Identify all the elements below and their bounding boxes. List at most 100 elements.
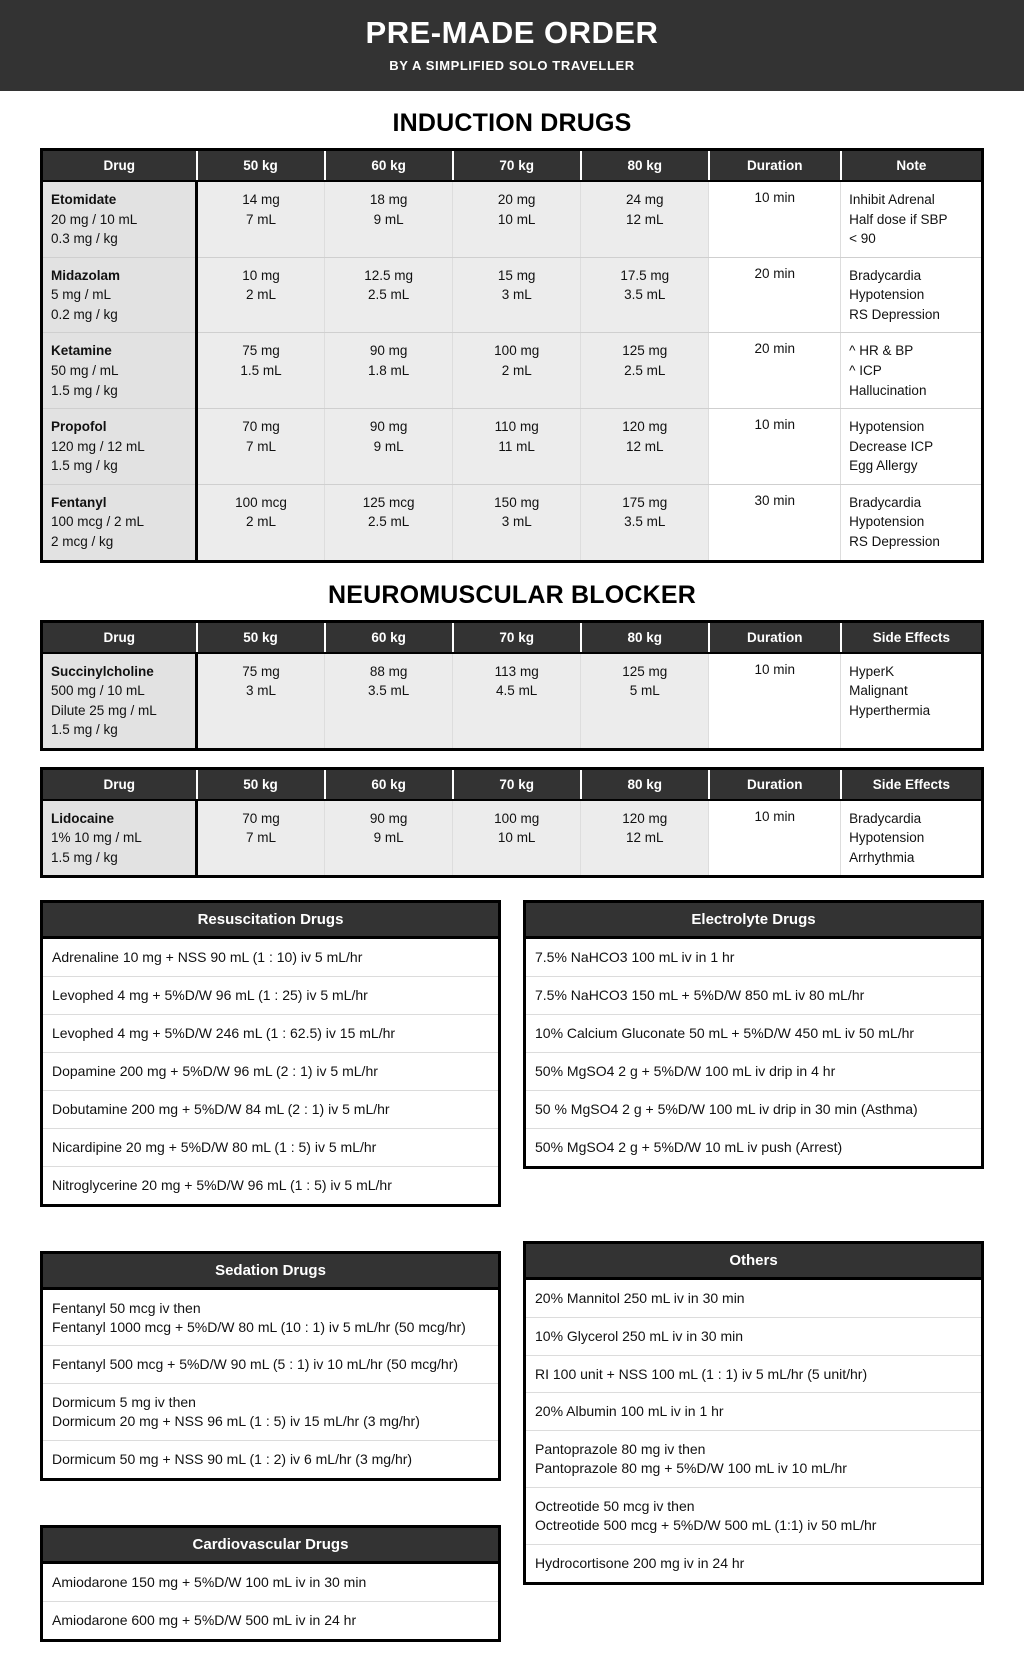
column-header-50kg: 50 kg: [196, 769, 326, 801]
dose-50kg: 14 mg 7 mL: [196, 181, 326, 258]
dose-80kg: 17.5 mg 3.5 mL: [580, 257, 710, 334]
column-header-80kg: 80 kg: [580, 769, 710, 801]
list-item: Adrenaline 10 mg + NSS 90 mL (1 : 10) iv…: [43, 939, 498, 978]
dose-70kg: 150 mg 3 mL: [452, 484, 582, 560]
list-item: Fentanyl 500 mcg + 5%D/W 90 mL (5 : 1) i…: [43, 1346, 498, 1385]
column-header-60kg: 60 kg: [324, 622, 454, 654]
drug-name: Midazolam: [51, 267, 121, 283]
drug-concentration: 100 mcg / 2 mL: [51, 514, 145, 530]
side-effects-cell: HyperK Malignant Hyperthermia: [840, 652, 981, 748]
list-item: Dormicum 50 mg + NSS 90 mL (1 : 2) iv 6 …: [52, 1451, 413, 1468]
column-header-60kg: 60 kg: [324, 151, 454, 183]
list-item: Levophed 4 mg + 5%D/W 96 mL (1 : 25) iv …: [43, 977, 498, 1016]
duration-cell: 10 min: [708, 181, 842, 258]
list-item: Levophed 4 mg + 5%D/W 246 mL (1 : 62.5) …: [43, 1015, 498, 1054]
duration-cell: 10 min: [708, 408, 842, 485]
dose-70kg: 110 mg 11 mL: [452, 408, 582, 485]
dose-50kg: 70 mg 7 mL: [196, 408, 326, 485]
drug-cell: Midazolam 5 mg / mL 0.2 mg / kg: [43, 257, 198, 334]
list-item: Octreotide 50 mcg iv then Octreotide 500…: [526, 1488, 981, 1545]
list-item: 50 % MgSO4 2 g + 5%D/W 100 mL iv drip in…: [526, 1091, 981, 1129]
column-header-50kg: 50 kg: [196, 151, 326, 183]
list-item: Pantoprazole 80 mg iv then Pantoprazole …: [526, 1431, 981, 1489]
dose-60kg: 18 mg 9 mL: [324, 181, 454, 258]
panel-title-resuscitation: Resuscitation Drugs: [43, 903, 498, 940]
drug-concentration: 1% 10 mg / mL: [51, 830, 142, 846]
drug-dose-per-kg: 1.5 mg / kg: [51, 722, 118, 738]
panel-resuscitation-drugs: Resuscitation Drugs Adrenaline 10 mg + N…: [40, 900, 501, 1207]
drug-panels-area: Resuscitation Drugs Adrenaline 10 mg + N…: [40, 900, 984, 1663]
duration-cell: 10 min: [708, 652, 842, 748]
lidocaine-table: Drug 50 kg 60 kg 70 kg 80 kg Duration Si…: [43, 769, 981, 876]
dose-50kg: 10 mg 2 mL: [196, 257, 326, 334]
list-item: Dormicum 5 mg iv then Dormicum 20 mg + N…: [43, 1384, 498, 1442]
column-header-50kg: 50 kg: [196, 622, 326, 654]
section-title-induction: INDUCTION DRUGS: [392, 109, 632, 138]
list-item: Amiodarone 150 mg + 5%D/W 100 mL iv in 3…: [43, 1564, 498, 1602]
note-cell: Inhibit Adrenal Half dose if SBP < 90: [840, 181, 981, 258]
panel-sedation-drugs: Sedation Drugs Fentanyl 50 mcg iv then F…: [40, 1250, 501, 1482]
dose-80kg: 125 mg 5 mL: [580, 652, 710, 748]
dose-50kg: 75 mg 1.5 mL: [196, 332, 326, 410]
list-item: 20% Albumin 100 mL iv in 1 hr: [526, 1393, 981, 1432]
table-row: Lidocaine 1% 10 mg / mL 1.5 mg / kg 70 m…: [43, 799, 981, 876]
page-title: PRE-MADE ORDER: [365, 15, 659, 50]
dose-80kg: 175 mg 3.5 mL: [580, 484, 710, 560]
list-item: Dobutamine 200 mg + 5%D/W 84 mL (2 : 1) …: [43, 1091, 498, 1129]
column-header-duration: Duration: [708, 769, 842, 801]
section-title-nmb: NEUROMUSCULAR BLOCKER: [327, 580, 697, 609]
dose-60kg: 125 mcg 2.5 mL: [324, 484, 454, 560]
list-item: Fentanyl 50 mcg iv then Fentanyl 1000 mc…: [43, 1290, 498, 1347]
list-item: Nitroglycerine 20 mg + 5%D/W 96 mL (1 : …: [52, 1176, 392, 1193]
induction-drugs-table: Drug 50 kg 60 kg 70 kg 80 kg Duration No…: [43, 151, 981, 560]
column-header-60kg: 60 kg: [324, 769, 454, 801]
nmb-table: Drug 50 kg 60 kg 70 kg 80 kg Duration Si…: [43, 622, 981, 748]
panel-spacer: [40, 1503, 501, 1525]
panel-spacer: [523, 1191, 984, 1241]
duration-cell: 30 min: [708, 484, 842, 560]
drug-name: Propofol: [51, 419, 107, 435]
lidocaine-table-wrap: Drug 50 kg 60 kg 70 kg 80 kg Duration Si…: [40, 766, 984, 879]
dose-80kg: 120 mg 12 mL: [580, 799, 710, 876]
list-item: 50% MgSO4 2 g + 5%D/W 100 mL iv drip in …: [526, 1053, 981, 1092]
column-header-side-effects: Side Effects: [840, 769, 981, 801]
list-item: 20% Mannitol 250 mL iv in 30 min: [526, 1280, 981, 1318]
dose-70kg: 15 mg 3 mL: [452, 257, 582, 334]
column-header-70kg: 70 kg: [452, 151, 582, 183]
table-row: Midazolam 5 mg / mL 0.2 mg / kg 10 mg 2 …: [43, 257, 981, 334]
list-item: RI 100 unit + NSS 100 mL (1 : 1) iv 5 mL…: [526, 1356, 981, 1394]
drug-name: Succinylcholine: [51, 663, 154, 679]
drug-concentration: 500 mg / 10 mL: [51, 683, 145, 699]
table-row: Fentanyl 100 mcg / 2 mL 2 mcg / kg 100 m…: [43, 484, 981, 560]
note-cell: Hypotension Decrease ICP Egg Allergy: [840, 408, 981, 485]
page-header-banner: PRE-MADE ORDER BY A SIMPLIFIED SOLO TRAV…: [0, 0, 1024, 92]
nmb-table-wrap: Drug 50 kg 60 kg 70 kg 80 kg Duration Si…: [40, 619, 984, 751]
panel-title-others: Others: [526, 1243, 981, 1280]
drug-cell: Fentanyl 100 mcg / 2 mL 2 mcg / kg: [43, 484, 198, 560]
column-header-side-effects: Side Effects: [840, 622, 981, 654]
list-item: Dopamine 200 mg + 5%D/W 96 mL (2 : 1) iv…: [43, 1053, 498, 1092]
panel-cardiovascular-drugs: Cardiovascular Drugs Amiodarone 150 mg +…: [40, 1525, 501, 1642]
panel-spacer: [40, 1229, 501, 1251]
column-header-70kg: 70 kg: [452, 769, 582, 801]
column-header-80kg: 80 kg: [580, 622, 710, 654]
dose-50kg: 70 mg 7 mL: [196, 799, 326, 876]
duration-cell: 20 min: [708, 332, 842, 410]
dose-70kg: 100 mg 2 mL: [452, 332, 582, 410]
list-item: 10% Glycerol 250 mL iv in 30 min: [526, 1318, 981, 1356]
table-row: Etomidate 20 mg / 10 mL 0.3 mg / kg 14 m…: [43, 181, 981, 258]
note-cell: Bradycardia Hypotension RS Depression: [840, 484, 981, 560]
dose-60kg: 88 mg 3.5 mL: [324, 652, 454, 748]
dose-70kg: 113 mg 4.5 mL: [452, 652, 582, 748]
column-header-80kg: 80 kg: [580, 151, 710, 183]
dose-80kg: 120 mg 12 mL: [580, 408, 710, 485]
drug-dose-per-kg: 1.5 mg / kg: [51, 458, 118, 474]
panel-others: Others 20% Mannitol 250 mL iv in 30 min …: [523, 1240, 984, 1585]
duration-cell: 10 min: [708, 799, 842, 876]
dose-60kg: 90 mg 9 mL: [324, 799, 454, 876]
drug-name: Lidocaine: [51, 810, 115, 826]
dose-60kg: 90 mg 1.8 mL: [324, 332, 454, 410]
side-effects-cell: Bradycardia Hypotension Arrhythmia: [840, 799, 981, 876]
drug-cell: Etomidate 20 mg / 10 mL 0.3 mg / kg: [43, 181, 198, 258]
right-panel-column: Electrolyte Drugs 7.5% NaHCO3 100 mL iv …: [523, 900, 984, 1606]
